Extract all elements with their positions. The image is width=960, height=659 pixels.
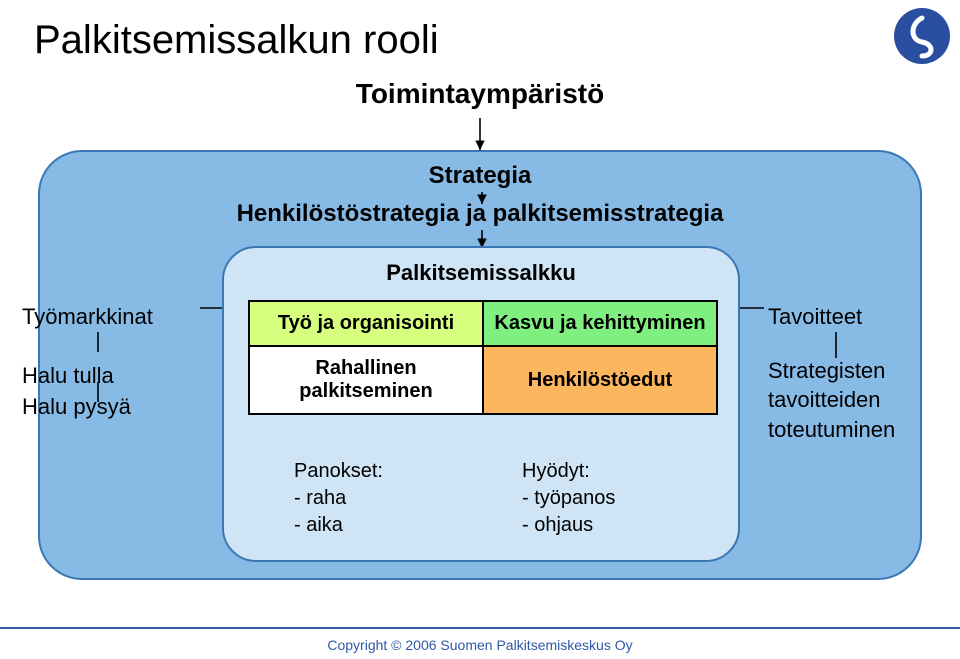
quad-top-right: Kasvu ja kehittyminen — [483, 301, 717, 346]
quad-top-left: Työ ja organisointi — [249, 301, 483, 346]
left-label-stay: Halu pysyä — [22, 392, 208, 423]
outputs-line2: - ohjaus — [522, 512, 615, 539]
inputs-title: Panokset: — [294, 458, 383, 485]
strategia-heading: Strategia — [40, 162, 920, 190]
inner-panel: Palkitsemissalkku Työ ja organisointi Ka… — [222, 246, 740, 562]
right-side-labels: Tavoitteet Strategisten tavoitteiden tot… — [768, 302, 928, 445]
left-label-markets: Työmarkkinat — [22, 302, 208, 333]
outputs-line1: - työpanos — [522, 485, 615, 512]
outputs-title: Hyödyt: — [522, 458, 615, 485]
footer-copyright: Copyright © 2006 Suomen Palkitsemiskesku… — [0, 637, 960, 653]
footer-divider — [0, 627, 960, 629]
inner-panel-title: Palkitsemissalkku — [224, 260, 738, 286]
quad-bottom-left: Rahallinen palkitseminen — [249, 346, 483, 414]
outputs-block: Hyödyt: - työpanos - ohjaus — [522, 458, 615, 539]
page-title: Palkitsemissalkun rooli — [34, 18, 439, 63]
company-logo — [892, 6, 952, 66]
left-label-come: Halu tulla — [22, 361, 208, 392]
inputs-line2: - aika — [294, 512, 383, 539]
environment-heading: Toimintaympäristö — [0, 78, 960, 110]
inputs-line1: - raha — [294, 485, 383, 512]
right-label-goals: Tavoitteet — [768, 302, 928, 332]
inputs-block: Panokset: - raha - aika — [294, 458, 383, 539]
quad-bottom-right: Henkilöstöedut — [483, 346, 717, 414]
left-side-labels: Työmarkkinat Halu tulla Halu pysyä — [22, 302, 208, 422]
reward-quadrant: Työ ja organisointi Kasvu ja kehittymine… — [248, 300, 718, 415]
right-label-realization: Strategisten tavoitteiden toteutuminen — [768, 358, 895, 442]
outer-panel: Strategia Henkilöstöstrategia ja palkits… — [38, 150, 922, 580]
hr-strategy-heading: Henkilöstöstrategia ja palkitsemisstrate… — [40, 200, 920, 228]
